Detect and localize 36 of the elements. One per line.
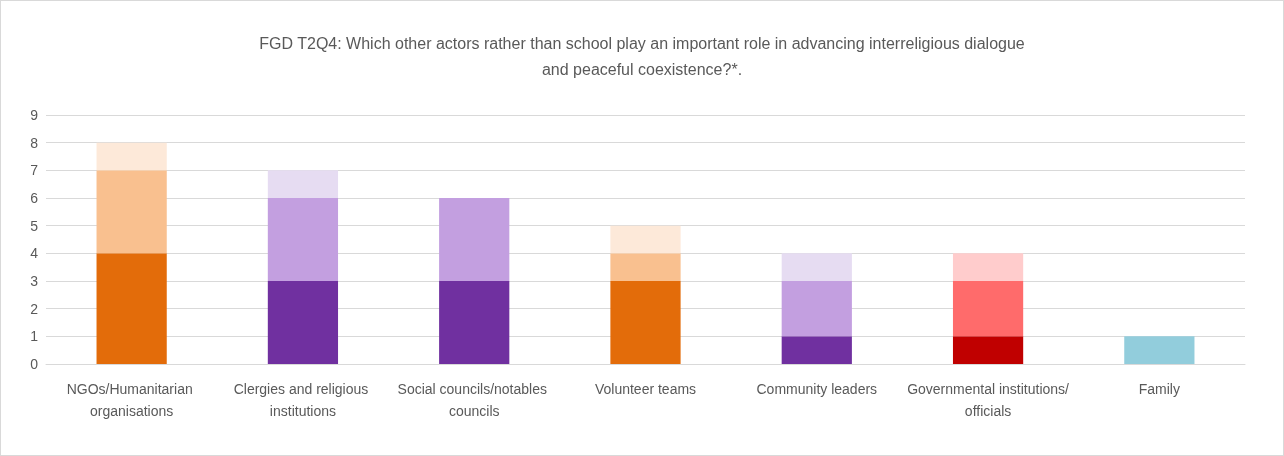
bar bbox=[952, 253, 1024, 281]
bar bbox=[781, 336, 852, 364]
x-tick-label: NGOs/Humanitarian organisations bbox=[66, 381, 197, 419]
y-tick-label: 7 bbox=[30, 162, 39, 179]
bar bbox=[267, 198, 339, 281]
y-tick-label: 3 bbox=[30, 273, 39, 289]
bar bbox=[439, 281, 510, 364]
y-tick-label: 1 bbox=[30, 328, 39, 345]
chart-title: FGD T2Q4: Which other actors rather than school play an important role in advancing interreligious dialogue and peaceful coexistence?*. bbox=[259, 34, 1025, 78]
x-tick-label: Family bbox=[1138, 381, 1180, 397]
bar bbox=[952, 336, 1024, 364]
bar bbox=[1124, 336, 1195, 364]
y-tick-label: 2 bbox=[30, 300, 39, 317]
y-tick-label: 8 bbox=[30, 134, 39, 151]
y-tick-label: 0 bbox=[30, 356, 39, 372]
bar bbox=[96, 170, 167, 254]
bar bbox=[781, 281, 852, 337]
bar bbox=[610, 281, 681, 364]
bar bbox=[610, 253, 681, 281]
bar bbox=[96, 142, 167, 171]
x-tick-label: Volunteer teams bbox=[594, 381, 697, 397]
x-tick-label: Clergies and religious institutions bbox=[233, 381, 373, 419]
y-tick-label: 6 bbox=[30, 190, 39, 206]
bar bbox=[96, 253, 167, 364]
bar bbox=[267, 281, 339, 364]
y-tick-label: 4 bbox=[30, 245, 39, 262]
bar bbox=[439, 198, 510, 281]
x-tick-label: Social councils/notables councils bbox=[397, 381, 551, 419]
bar bbox=[610, 225, 681, 254]
bar bbox=[781, 253, 852, 281]
x-tick-label: Governmental institutions/officials bbox=[907, 381, 1070, 419]
bar bbox=[952, 281, 1024, 337]
y-tick-label: 5 bbox=[30, 217, 39, 234]
y-tick-label: 9 bbox=[30, 107, 39, 123]
x-tick-label: Community leaders bbox=[756, 381, 878, 397]
bar bbox=[267, 170, 339, 198]
